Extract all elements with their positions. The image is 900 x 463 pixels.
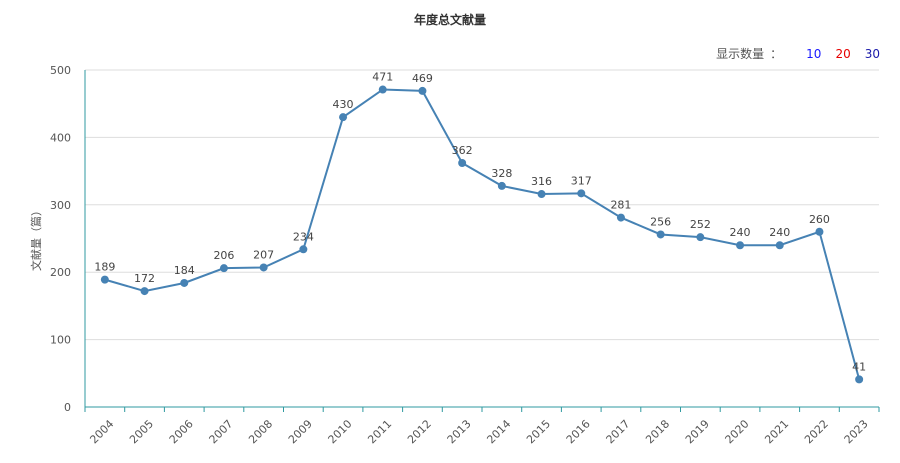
x-tick-label-2007: 2007 xyxy=(207,417,236,446)
data-points xyxy=(100,85,864,384)
data-point-2021 xyxy=(775,241,784,250)
data-point-2005 xyxy=(140,287,149,296)
x-tick-label-2023: 2023 xyxy=(842,417,871,446)
grid-lines xyxy=(85,69,879,341)
x-tick-label-2018: 2018 xyxy=(643,417,672,446)
x-tick-label-2022: 2022 xyxy=(802,417,831,446)
data-labels: 189 172 184 206 207 234 430 471 469 362 328 316 317 2… xyxy=(94,71,866,374)
x-tick-label-2010: 2010 xyxy=(326,417,355,446)
chart-title: 年度总文献量 xyxy=(413,13,486,27)
y-tick-label-400: 400 xyxy=(50,131,71,144)
data-point-2020 xyxy=(736,241,745,250)
data-point-2006 xyxy=(180,278,189,287)
y-tick-label-200: 200 xyxy=(50,266,71,279)
x-tick-label-2006: 2006 xyxy=(167,417,196,446)
data-point-2007 xyxy=(219,264,228,273)
y-tick-label-300: 300 xyxy=(50,199,71,212)
series-line-path xyxy=(104,88,861,380)
x-tick-labels: 2004 2005 2006 2007 2008 2009 2010 2011 2012 2013… xyxy=(87,417,870,446)
x-tick-label-2012: 2012 xyxy=(405,417,434,446)
data-point-2010 xyxy=(339,113,348,122)
data-label-2005: 172 xyxy=(134,272,155,285)
data-point-2008 xyxy=(259,263,268,272)
data-label-2022: 260 xyxy=(809,213,830,226)
data-label-2007: 206 xyxy=(213,249,234,262)
x-tick-label-2019: 2019 xyxy=(683,417,712,446)
data-point-2009 xyxy=(299,245,308,254)
x-tick-label-2013: 2013 xyxy=(445,417,474,446)
x-tick-label-2015: 2015 xyxy=(524,417,553,446)
x-tick-label-2017: 2017 xyxy=(604,417,633,446)
data-label-2016: 317 xyxy=(571,174,592,187)
data-label-2018: 256 xyxy=(650,215,671,228)
series-line xyxy=(104,88,861,380)
data-point-2004 xyxy=(100,275,109,284)
x-tick-label-2004: 2004 xyxy=(87,417,116,446)
y-tick-labels: 0 100 200 300 400 500 xyxy=(50,64,71,414)
data-label-2006: 184 xyxy=(174,264,195,277)
count-option-20[interactable]: 20 xyxy=(835,46,851,61)
x-tick-label-2014: 2014 xyxy=(484,417,513,446)
data-label-2020: 240 xyxy=(730,226,751,239)
display-count-label: 显示数量 xyxy=(716,47,765,61)
data-point-2016 xyxy=(577,189,586,198)
data-label-2008: 207 xyxy=(253,248,274,261)
y-tick-label-500: 500 xyxy=(50,64,71,77)
display-count-separator: ： xyxy=(770,47,783,61)
data-label-2023: 41 xyxy=(852,360,866,373)
data-label-2017: 281 xyxy=(610,199,631,212)
data-label-2015: 316 xyxy=(531,175,552,188)
data-label-2009: 234 xyxy=(293,230,314,243)
x-tick-label-2009: 2009 xyxy=(286,417,315,446)
data-label-2013: 362 xyxy=(452,144,473,157)
x-tick-label-2021: 2021 xyxy=(762,417,791,446)
y-tick-label-100: 100 xyxy=(50,334,71,347)
data-point-2018 xyxy=(656,230,665,239)
x-tick-label-2005: 2005 xyxy=(127,417,156,446)
count-option-30[interactable]: 30 xyxy=(864,46,880,61)
y-tick-label-0: 0 xyxy=(64,401,71,414)
x-tick-label-2020: 2020 xyxy=(723,417,752,446)
data-point-2015 xyxy=(537,190,546,199)
data-point-2017 xyxy=(616,213,625,222)
y-axis-label: 文献量（篇） xyxy=(29,205,43,271)
data-point-2019 xyxy=(696,233,705,242)
data-label-2010: 430 xyxy=(333,98,354,111)
data-point-2023 xyxy=(855,375,864,384)
count-option-10[interactable]: 10 xyxy=(806,46,822,61)
data-label-2012: 469 xyxy=(412,72,433,85)
axes xyxy=(84,70,880,412)
data-point-2012 xyxy=(418,86,427,95)
data-point-2014 xyxy=(497,181,506,190)
data-label-2011: 471 xyxy=(372,71,393,84)
data-point-2013 xyxy=(458,159,467,168)
x-tick-label-2008: 2008 xyxy=(246,417,275,446)
data-label-2004: 189 xyxy=(94,261,115,274)
data-point-2022 xyxy=(815,227,824,236)
x-tick-label-2016: 2016 xyxy=(564,417,593,446)
data-label-2019: 252 xyxy=(690,218,711,231)
data-point-2011 xyxy=(378,85,387,94)
data-label-2021: 240 xyxy=(769,226,790,239)
display-count-selector: 显示数量 ： 10 20 30 xyxy=(716,45,880,62)
data-label-2014: 328 xyxy=(491,167,512,180)
x-tick-label-2011: 2011 xyxy=(365,417,394,446)
